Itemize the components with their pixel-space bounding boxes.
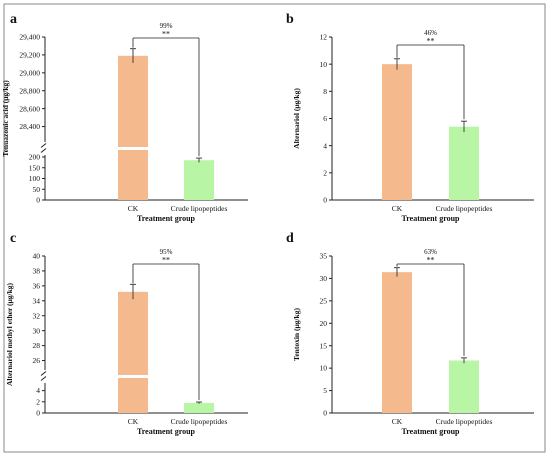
axis-break-gap (117, 375, 149, 378)
y-axis-title: Tentoxin (μg/kg) (292, 308, 301, 361)
y-tick-label: 26 (33, 356, 41, 365)
panel-label: d (286, 231, 294, 246)
panel-b: b 0 2 4 6 8 10 12 Alternariol (μg/kg) CK Crude lip… (286, 12, 534, 223)
y-axis-title: Alternariol (μg/kg) (292, 88, 301, 149)
y-tick-label: 50 (33, 185, 41, 194)
y-tick-label: 35 (320, 252, 328, 261)
x-axis-title: Treatment group (137, 427, 196, 436)
y-tick-label: 28,600 (19, 104, 40, 113)
y-tick-label: 29,400 (19, 33, 40, 42)
reduction-label: 46% (424, 29, 437, 37)
bar-ck (118, 291, 148, 413)
bar-ck (118, 55, 148, 200)
bar-crude-lipopeptides (449, 126, 479, 200)
reduction-label: 99% (160, 22, 173, 30)
y-tick-label: 36 (33, 281, 41, 290)
y-tick-label: 20 (320, 319, 328, 328)
y-tick-label: 32 (33, 311, 41, 320)
significance-marker: ** (427, 37, 435, 46)
y-tick-label: 28 (33, 341, 41, 350)
axis-break-mark (40, 143, 47, 148)
x-tick-label: CK (128, 417, 139, 426)
y-tick-label: 100 (29, 174, 41, 183)
y-tick-label: 5 (323, 386, 327, 395)
y-tick-label: 0 (36, 196, 40, 205)
axis-break-gap (117, 147, 149, 150)
x-tick-label: Crude lipopeptides (436, 417, 493, 426)
y-tick-label: 0 (36, 409, 40, 418)
y-tick-label: 28,800 (19, 86, 40, 95)
axis-break-mark (40, 371, 47, 376)
y-tick-label: 28,400 (19, 122, 40, 131)
x-tick-label: Crude lipopeptides (171, 204, 228, 213)
x-axis-title: Treatment group (402, 427, 461, 436)
axis-break-mark (40, 148, 47, 153)
bar-crude-lipopeptides (449, 360, 479, 413)
panel-d: d 0 5 10 15 20 25 30 35 Tentoxin (μg/kg) CK Crude l… (286, 231, 534, 436)
panel-label: b (286, 12, 294, 27)
reduction-label: 95% (160, 248, 173, 256)
y-tick-label: 4 (323, 141, 327, 150)
y-tick-label: 2 (323, 168, 327, 177)
x-tick-label: Crude lipopeptides (436, 204, 493, 213)
bar-crude-lipopeptides (184, 402, 214, 413)
y-tick-label: 25 (320, 296, 328, 305)
x-tick-label: CK (392, 417, 403, 426)
y-tick-label: 15 (320, 341, 328, 350)
y-tick-label: 6 (323, 114, 327, 123)
y-tick-label: 29,000 (19, 68, 40, 77)
bar-ck (382, 64, 412, 201)
x-axis-title: Treatment group (402, 214, 461, 223)
y-tick-label: 2 (36, 397, 40, 406)
y-tick-label: 40 (33, 252, 41, 261)
x-tick-label: Crude lipopeptides (171, 417, 228, 426)
y-tick-label: 0 (323, 196, 327, 205)
x-axis-title: Treatment group (137, 214, 196, 223)
y-tick-label: 200 (29, 153, 41, 162)
reduction-label: 63% (424, 248, 437, 256)
y-tick-label: 0 (323, 409, 327, 418)
bar-ck (382, 272, 412, 413)
y-tick-label: 29,200 (19, 51, 40, 60)
y-tick-label: 10 (320, 364, 328, 373)
y-axis-title: Alternariol methyl ether (μg/kg) (5, 282, 14, 386)
y-tick-label: 150 (29, 163, 41, 172)
panel-label: c (10, 231, 16, 246)
y-tick-label: 30 (320, 274, 328, 283)
bar-crude-lipopeptides (184, 160, 214, 200)
y-tick-label: 34 (33, 296, 41, 305)
y-tick-label: 10 (320, 60, 328, 69)
y-tick-label: 30 (33, 326, 41, 335)
x-tick-label: CK (392, 204, 403, 213)
significance-marker: ** (162, 30, 170, 39)
x-tick-label: CK (128, 204, 139, 213)
y-tick-label: 38 (33, 267, 41, 276)
significance-marker: ** (162, 256, 170, 265)
y-axis-title: Tenuazonic acid (μg/kg) (1, 80, 10, 157)
panel-label: a (10, 12, 17, 27)
axis-break-mark (40, 376, 47, 381)
y-tick-label: 4 (36, 386, 40, 395)
y-tick-label: 8 (323, 87, 327, 96)
significance-marker: ** (427, 256, 435, 265)
y-tick-label: 12 (320, 33, 328, 42)
